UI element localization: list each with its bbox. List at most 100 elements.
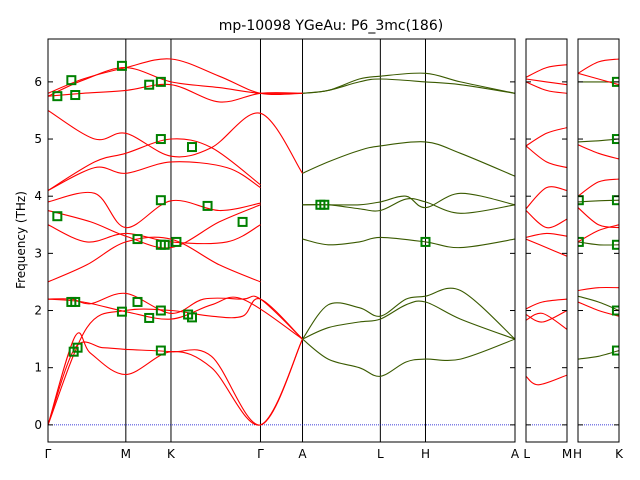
- band-marker: [144, 312, 155, 323]
- phonon-band-19: [302, 236, 515, 249]
- phonon-band-10: [526, 127, 567, 147]
- band-marker: [132, 234, 143, 245]
- phonon-band-13: [526, 64, 567, 78]
- phonon-band-1: [578, 349, 619, 360]
- phonon-band-10: [578, 144, 619, 160]
- y-tick-label: 0: [34, 418, 42, 432]
- band-marker: [171, 236, 182, 247]
- band-marker: [186, 312, 197, 323]
- band-marker: [132, 296, 143, 307]
- phonon-band-13: [578, 72, 619, 86]
- phonon-band-1: [526, 374, 567, 386]
- panel-plot-area: [526, 39, 567, 442]
- band-marker: [155, 195, 166, 206]
- phonon-band-7: [526, 210, 567, 229]
- band-marker: [611, 134, 619, 145]
- band-marker: [611, 305, 619, 316]
- x-tick-label: A: [511, 447, 520, 461]
- phonon-band-10: [48, 161, 261, 191]
- phonon-band-6: [526, 232, 567, 238]
- x-tick-label: K: [167, 447, 176, 461]
- x-tick-label: L: [377, 447, 384, 461]
- y-tick-label: 4: [34, 189, 42, 203]
- phonon-band-7: [48, 224, 261, 245]
- band-marker: [66, 75, 77, 86]
- band-marker: [578, 236, 584, 247]
- phonon-band-17: [302, 300, 515, 340]
- phonon-band-16: [302, 338, 515, 377]
- band-marker: [52, 211, 63, 222]
- phonon-band-22: [302, 141, 515, 177]
- phonon-band-6: [48, 236, 261, 283]
- phonon-band-20: [302, 198, 515, 214]
- phonon-band-4: [526, 298, 567, 310]
- band-marker: [319, 199, 330, 210]
- band-panel-1: 0 1 2 3 4 5 6 Γ M K Γ A L H A: [34, 38, 520, 461]
- phonon-band-14: [48, 67, 303, 97]
- band-marker: [52, 91, 63, 102]
- band-marker: [611, 76, 619, 87]
- x-tick-label: Γ: [45, 447, 52, 461]
- x-tick-label: H: [421, 447, 430, 461]
- x-tick-label: H: [573, 447, 582, 461]
- x-tick-label: A: [298, 447, 307, 461]
- phonon-band-9: [48, 191, 261, 229]
- phonon-band-18: [302, 287, 515, 340]
- band-marker: [420, 236, 431, 247]
- phonon-band-12: [48, 110, 303, 174]
- band-marker: [202, 200, 213, 211]
- y-tick-label: 2: [34, 304, 42, 318]
- x-tick-label: K: [615, 447, 624, 461]
- phonon-band-7: [578, 207, 619, 229]
- band-marker: [116, 60, 127, 71]
- y-tick-label: 5: [34, 132, 42, 146]
- phonon-band-21: [302, 192, 515, 209]
- x-tick-label: M: [121, 447, 131, 461]
- phonon-band-9: [526, 145, 567, 169]
- phonon-band-4: [578, 286, 619, 292]
- band-marker: [72, 342, 83, 353]
- band-marker: [116, 306, 127, 317]
- panel-frame: [525, 38, 568, 443]
- panel-plot-area: [48, 39, 515, 442]
- y-tick-label: 1: [34, 361, 42, 375]
- band-marker: [155, 345, 166, 356]
- phonon-band-24: [302, 72, 515, 94]
- band-marker: [186, 142, 197, 153]
- x-tick-label: L: [523, 447, 530, 461]
- phonon-band-3: [526, 310, 567, 323]
- phonon-band-5: [48, 292, 303, 340]
- phonon-band-9: [578, 178, 619, 197]
- phonon-band-11: [48, 138, 261, 191]
- y-tick-label: 6: [34, 75, 42, 89]
- band-marker: [159, 239, 170, 250]
- phonon-band-3: [578, 295, 619, 312]
- y-tick-label: 3: [34, 246, 42, 260]
- band-marker: [70, 296, 81, 307]
- phonon-band-3: [48, 298, 303, 426]
- band-marker: [611, 239, 619, 250]
- phonon-band-2: [526, 312, 567, 330]
- phonon-band-8: [48, 204, 261, 249]
- band-marker: [611, 345, 619, 356]
- band-marker: [144, 79, 155, 90]
- band-marker: [70, 90, 81, 101]
- phonon-band-12: [526, 78, 567, 86]
- band-marker: [155, 305, 166, 316]
- band-marker: [155, 134, 166, 145]
- x-tick-label: Γ: [257, 447, 264, 461]
- x-tick-label: M: [562, 447, 572, 461]
- phonon-band-15: [48, 58, 303, 96]
- band-marker: [578, 195, 584, 206]
- phonon-band-2: [48, 332, 303, 426]
- phonon-band-8: [526, 186, 567, 210]
- phonon-band-5: [526, 238, 567, 257]
- panel-frame: [577, 38, 620, 443]
- band-marker: [155, 76, 166, 87]
- chart-title: mp-10098 YGeAu: P6_3mc(186): [219, 18, 443, 34]
- phonon-band-14: [578, 58, 619, 74]
- phonon-band-11: [526, 81, 567, 94]
